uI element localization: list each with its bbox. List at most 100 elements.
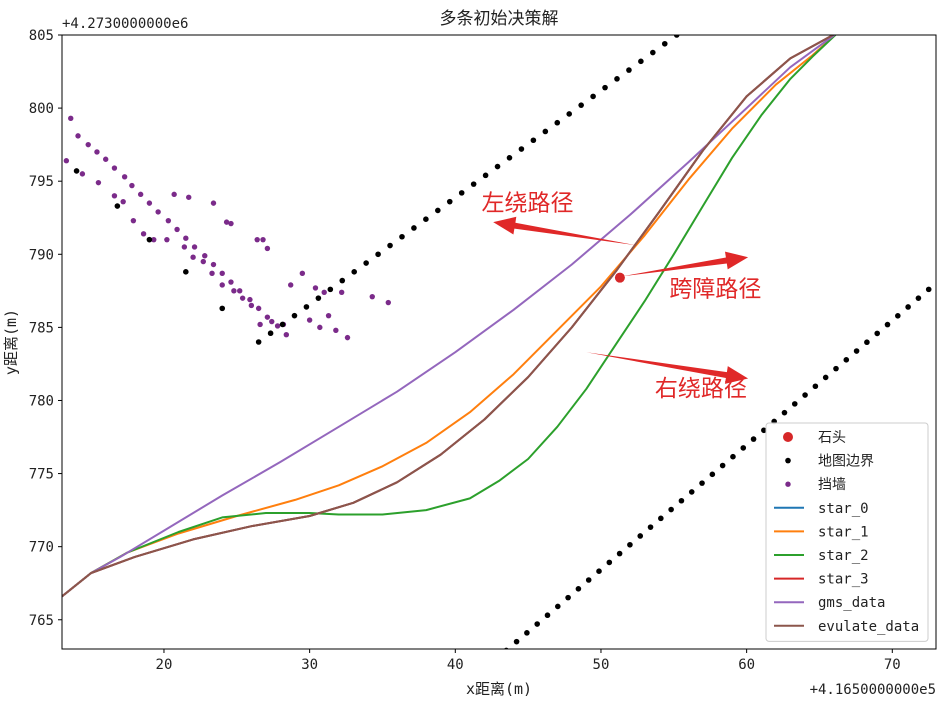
boundary-point	[750, 436, 757, 442]
chart-title: 多条初始决策解	[440, 9, 559, 29]
plot-frame	[61, 34, 937, 650]
x-tick-label: 50	[593, 657, 610, 673]
boundary-point	[616, 550, 623, 557]
boundary-point	[626, 67, 632, 73]
wall-point	[146, 200, 153, 206]
wall-point	[165, 217, 172, 224]
wall-point	[191, 244, 198, 250]
legend-label: star_3	[818, 572, 869, 588]
series-line-star_0	[62, 35, 836, 598]
legend-label: star_1	[818, 524, 869, 540]
wall-point	[228, 220, 234, 227]
boundary-point	[740, 445, 747, 451]
boundary-point	[637, 533, 644, 539]
x-tick-label: 30	[301, 657, 318, 673]
wall-point	[190, 254, 196, 260]
boundary-point	[411, 225, 417, 231]
boundary-point	[678, 497, 685, 504]
wall-point	[111, 165, 118, 171]
wall-point	[85, 141, 91, 148]
boundary-point	[864, 339, 870, 346]
legend-label: 地图边界	[818, 454, 874, 470]
boundary-point	[791, 401, 798, 407]
boundary-point	[73, 168, 80, 174]
boundary-point	[590, 93, 596, 100]
boundary-point	[327, 286, 334, 293]
boundary-point	[255, 339, 262, 345]
wall-point	[95, 179, 102, 186]
wall-point	[200, 258, 206, 265]
boundary-point	[494, 163, 501, 170]
x-axis-label: x距离(m)	[466, 680, 532, 698]
boundary-point	[884, 321, 891, 328]
wall-point	[181, 244, 188, 250]
boundary-point	[534, 621, 540, 627]
y-tick-label: 790	[29, 247, 54, 263]
series-line-star_1	[62, 35, 837, 598]
wall-point	[63, 158, 70, 164]
y-offset-label: +4.2730000000e6	[62, 16, 188, 32]
boundary-point	[351, 269, 358, 275]
boundary-point	[375, 251, 381, 258]
x-tick-label: 40	[447, 657, 464, 673]
annotation-text: 右绕路径	[655, 376, 747, 402]
boundary-point	[668, 506, 674, 513]
legend-label: 石头	[818, 430, 846, 446]
boundary-point	[730, 453, 736, 460]
x-tick-label: 20	[156, 657, 173, 673]
legend-label: star_0	[818, 501, 869, 517]
boundary-point	[565, 594, 571, 601]
legend-label: gms_data	[818, 595, 885, 611]
wall-point	[257, 321, 263, 328]
wall-point	[94, 149, 100, 155]
wall-point	[260, 236, 266, 243]
boundary-point	[363, 260, 369, 266]
y-tick-label: 775	[29, 467, 54, 483]
legend-label: evulate_data	[818, 619, 919, 635]
wall-point	[210, 200, 217, 206]
annotation-text: 左绕路径	[482, 190, 574, 216]
y-axis-label: y距离(m)	[2, 309, 20, 375]
annotation-arrow	[493, 216, 638, 246]
boundary-point	[650, 49, 656, 56]
y-tick-label: 800	[29, 101, 54, 117]
boundary-point	[602, 84, 608, 91]
boundary-point	[658, 515, 664, 522]
y-axis: 765 770 775 780 785 790 795 800 805	[29, 28, 62, 629]
boundary-point	[833, 365, 839, 372]
legend-marker	[783, 432, 793, 442]
y-tick-label: 805	[29, 28, 54, 44]
boundary-point	[895, 312, 901, 319]
wall-point	[186, 194, 192, 200]
annotation-arrow	[622, 251, 749, 277]
wall-point	[239, 295, 246, 301]
wall-point	[164, 236, 170, 243]
boundary-point	[470, 181, 477, 187]
wall-point	[264, 314, 271, 320]
wall-point	[121, 174, 128, 180]
wall-point	[325, 312, 332, 319]
wall-point	[171, 191, 177, 198]
boundary-point	[279, 321, 286, 328]
boundary-point	[303, 304, 310, 310]
boundary-point	[435, 207, 441, 214]
boundary-point	[339, 277, 346, 284]
series-line-star_2	[62, 35, 837, 598]
boundary-point	[673, 35, 680, 38]
wall-point	[228, 279, 234, 285]
wall-point	[223, 219, 230, 225]
wall-point	[264, 245, 271, 252]
wall-point	[219, 270, 225, 276]
x-offset-label: +4.1650000000e5	[810, 682, 936, 698]
wall-point	[299, 270, 306, 276]
x-tick-label: 60	[738, 657, 755, 673]
wall-point	[174, 226, 180, 233]
series-line-star_3	[62, 35, 836, 598]
annotation-text: 跨障路径	[669, 277, 761, 303]
legend-frame	[765, 422, 929, 642]
wall-point	[75, 133, 81, 139]
wall-point	[155, 209, 161, 215]
wall-point	[247, 296, 253, 303]
